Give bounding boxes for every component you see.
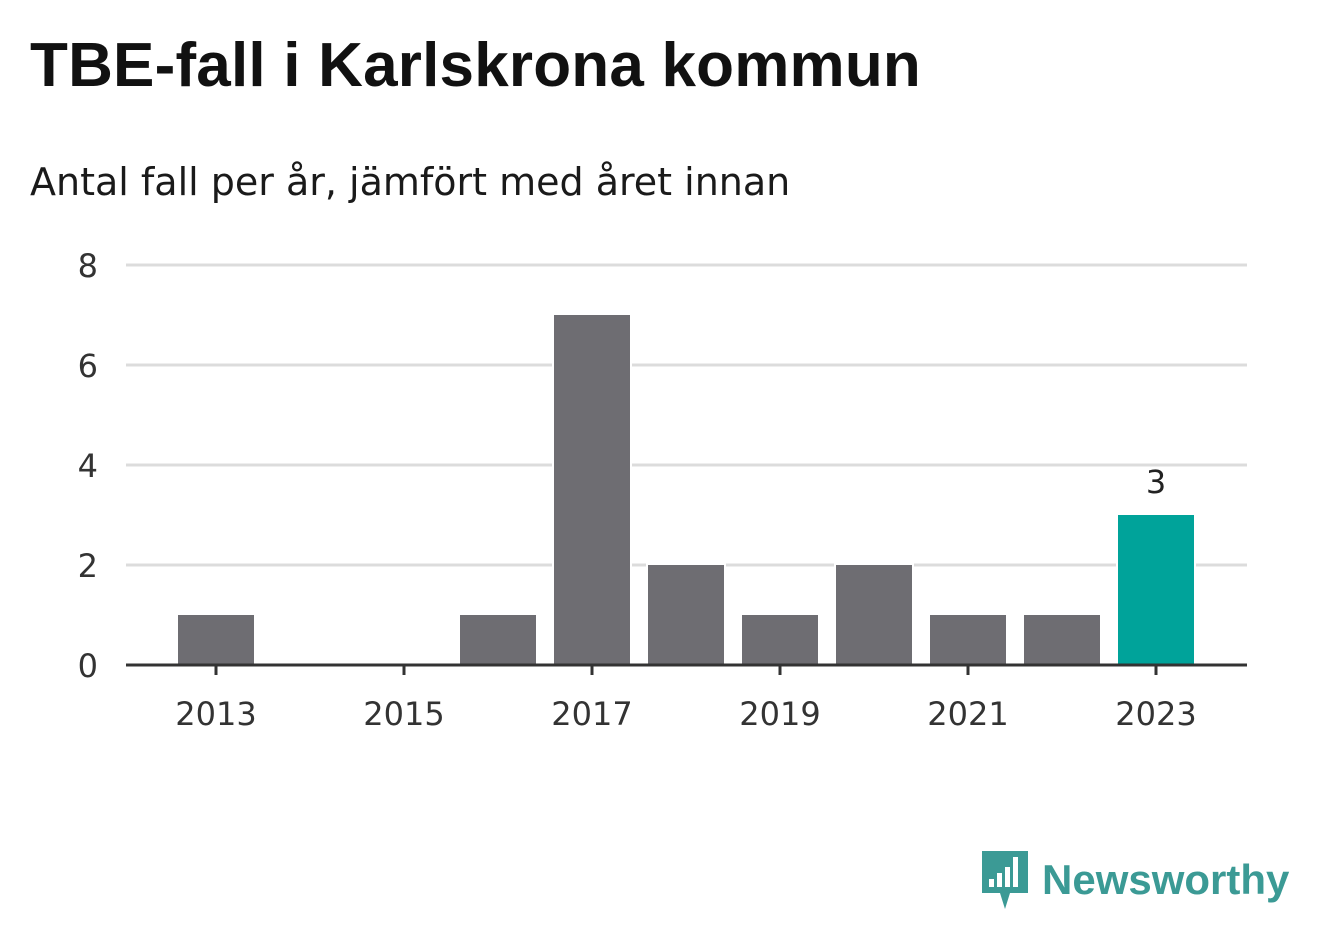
bar-2021 <box>930 615 1006 665</box>
bar-chart: 0 2 4 6 8 2013 2015 2017 2019 2021 2023 3 <box>78 247 1247 733</box>
bar-2017 <box>554 315 630 665</box>
bar-2019 <box>742 615 818 665</box>
y-tick-label: 8 <box>78 247 98 285</box>
y-tick-label: 6 <box>78 347 98 385</box>
x-tick-label: 2023 <box>1115 695 1196 733</box>
bar-2013 <box>178 615 254 665</box>
data-label: 3 <box>1146 463 1166 501</box>
x-tick-label: 2021 <box>927 695 1008 733</box>
newsworthy-logo-icon <box>982 851 1028 909</box>
bar-2023 <box>1118 515 1194 665</box>
y-tick-label: 4 <box>78 447 98 485</box>
x-tick-label: 2019 <box>739 695 820 733</box>
bar-2016 <box>460 615 536 665</box>
brand-name: Newsworthy <box>1042 856 1290 903</box>
bar-2022 <box>1024 615 1100 665</box>
x-axis <box>126 663 1247 675</box>
x-tick-label: 2017 <box>551 695 632 733</box>
y-tick-label: 0 <box>78 647 98 685</box>
chart-subtitle: Antal fall per år, jämfört med året inna… <box>30 160 791 204</box>
brand-logo: Newsworthy <box>980 848 1289 912</box>
bar-2018 <box>648 565 724 665</box>
tick-labels: 0 2 4 6 8 2013 2015 2017 2019 2021 2023 3 <box>78 247 1197 733</box>
chart-title: TBE-fall i Karlskrona kommun <box>30 31 922 100</box>
x-tick-label: 2015 <box>363 695 444 733</box>
bars <box>176 313 1196 665</box>
x-tick-label: 2013 <box>175 695 256 733</box>
y-tick-label: 2 <box>78 547 98 585</box>
bar-2020 <box>836 565 912 665</box>
gridlines <box>126 263 1247 567</box>
